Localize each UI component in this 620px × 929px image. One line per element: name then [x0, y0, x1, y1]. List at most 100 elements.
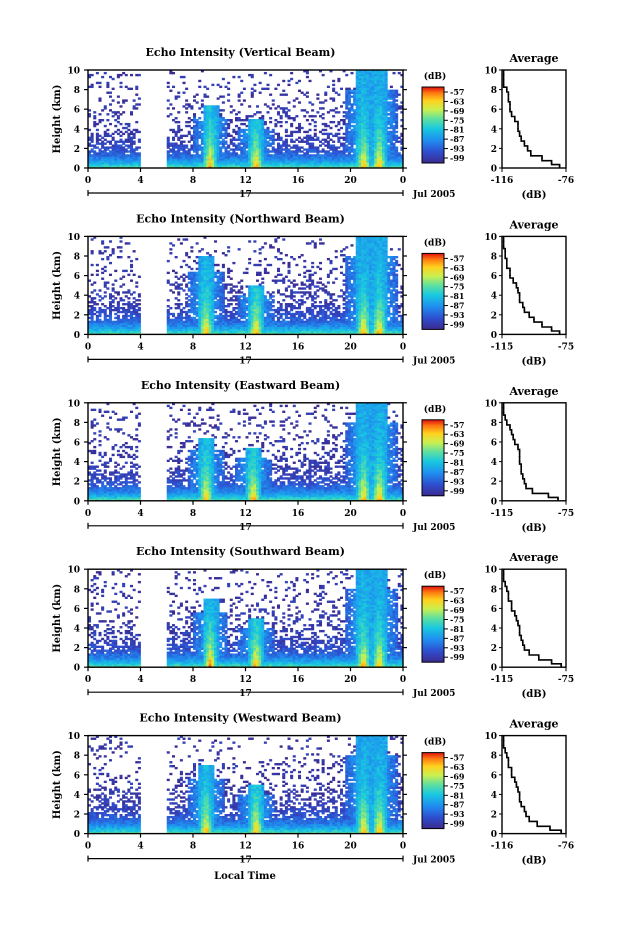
echo-cell — [340, 271, 344, 275]
echo-cell — [384, 105, 388, 108]
echo-cell — [116, 73, 120, 77]
echo-cell — [363, 122, 367, 126]
echo-cell — [111, 150, 115, 153]
echo-cell — [316, 154, 320, 157]
echo-cell — [395, 113, 399, 116]
echo-cell — [263, 71, 267, 75]
echo-cell — [395, 138, 399, 141]
echo-cell — [127, 122, 131, 126]
echo-cell — [355, 115, 359, 118]
echo-cell — [334, 148, 338, 151]
echo-cell — [274, 308, 278, 312]
echo-cell — [232, 164, 236, 167]
echo-cell — [232, 136, 236, 139]
echo-cell — [284, 162, 288, 165]
echo-cell — [303, 158, 307, 161]
echo-cell — [292, 162, 296, 165]
echo-cell — [224, 150, 228, 153]
echo-cell — [98, 150, 102, 153]
echo-cell — [206, 150, 210, 153]
echo-cell — [329, 162, 333, 165]
echo-cell — [382, 124, 386, 128]
echo-cell — [245, 158, 249, 161]
echo-cell — [261, 146, 265, 149]
echo-cell — [111, 156, 115, 159]
echo-cell — [334, 267, 338, 271]
echo-cell — [227, 81, 231, 85]
echo-cell — [256, 285, 260, 288]
echo-cell — [214, 271, 218, 275]
echo-cell — [224, 164, 228, 167]
echo-cell — [206, 120, 210, 124]
echo-cell — [182, 148, 186, 151]
echo-cell — [266, 144, 270, 147]
echo-cell — [245, 140, 249, 143]
echo-cell — [177, 158, 181, 161]
echo-cell — [229, 142, 233, 145]
echo-cell — [101, 164, 105, 167]
echo-cell — [224, 119, 228, 122]
echo-cell — [382, 134, 386, 138]
echo-cell — [355, 89, 359, 92]
echo-cell — [355, 140, 359, 143]
echo-cell — [295, 150, 299, 153]
echo-cell — [337, 158, 341, 161]
echo-cell — [329, 126, 333, 130]
echo-cell — [324, 140, 328, 143]
echo-cell — [187, 164, 191, 167]
echo-cell — [169, 144, 173, 147]
echo-cell — [116, 115, 120, 118]
echo-cell — [355, 150, 359, 153]
echo-cell — [371, 142, 375, 145]
echo-cell — [313, 132, 317, 136]
echo-cell — [355, 138, 359, 141]
echo-cell — [321, 242, 325, 245]
echo-cell — [177, 124, 181, 128]
echo-cell — [229, 134, 233, 138]
echo-cell — [211, 166, 215, 169]
echo-cell — [358, 113, 362, 116]
echo-cell — [90, 162, 94, 165]
echo-cell — [245, 160, 249, 163]
echo-cell — [193, 132, 197, 136]
echo-cell — [363, 164, 367, 167]
echo-cell — [93, 144, 97, 147]
echo-cell — [355, 146, 359, 149]
echo-cell — [284, 152, 288, 155]
echo-cell — [376, 158, 380, 161]
echo-cell — [174, 275, 178, 278]
echo-cell — [282, 318, 286, 322]
echo-cell — [111, 99, 115, 102]
echo-cell — [206, 146, 210, 149]
echo-cell — [258, 122, 262, 126]
echo-cell — [237, 111, 241, 114]
echo-cell — [361, 75, 365, 79]
echo-cell — [235, 138, 239, 141]
echo-cell — [361, 126, 365, 130]
echo-cell — [193, 148, 197, 151]
echo-cell — [308, 79, 312, 83]
echo-cell — [384, 95, 388, 98]
echo-cell — [214, 314, 218, 318]
echo-cell — [98, 299, 102, 302]
echo-cell — [387, 113, 391, 116]
echo-cell — [179, 75, 183, 79]
echo-cell — [132, 99, 136, 102]
echo-cell — [200, 164, 204, 167]
echo-cell — [137, 103, 141, 106]
echo-cell — [382, 148, 386, 151]
echo-cell — [355, 126, 359, 130]
echo-cell — [371, 85, 375, 89]
echo-cell — [311, 144, 315, 147]
echo-cell — [392, 105, 396, 108]
echo-cell — [284, 164, 288, 167]
echo-cell — [387, 95, 391, 98]
echo-cell — [198, 122, 202, 126]
echo-cell — [88, 156, 92, 159]
echo-cell — [387, 101, 391, 104]
echo-cell — [98, 166, 102, 169]
echo-cell — [95, 273, 99, 276]
echo-cell — [245, 150, 249, 153]
average-point — [507, 98, 510, 101]
echo-cell — [298, 140, 302, 143]
